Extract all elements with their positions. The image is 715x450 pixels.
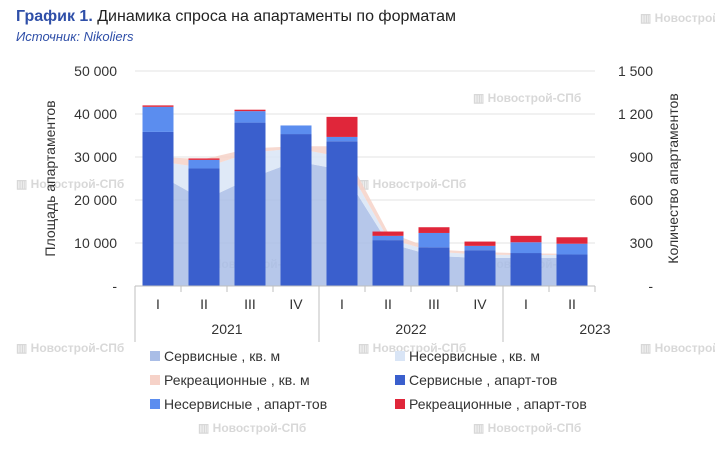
chart-title-prefix: График 1.: [16, 8, 93, 25]
legend-swatch: [395, 375, 405, 385]
bar-segment: [510, 253, 542, 286]
bar-segment: [372, 235, 404, 241]
y2-tick-label: 1 200: [618, 106, 653, 122]
bar-segment: [234, 122, 266, 286]
legend-label: Несервисные , кв. м: [409, 348, 540, 364]
watermark-text: ▥ Новострой-СПб: [640, 11, 715, 25]
bar-segment: [326, 136, 358, 142]
bar-segment: [188, 159, 220, 169]
watermark-text: ▥ Новострой-СПб: [473, 91, 581, 105]
bar-segment: [234, 109, 266, 112]
legend-label: Рекреационные , кв. м: [164, 372, 310, 388]
bar-segment: [142, 105, 174, 107]
y-tick-label: 30 000: [74, 149, 117, 165]
bar-segment: [510, 242, 542, 254]
legend-swatch: [150, 375, 160, 385]
x-tick-label: III: [244, 296, 256, 312]
chart-source: Источник: Nikoliers: [16, 29, 134, 44]
bar-segment: [372, 240, 404, 286]
watermark-text: ▥ Новострой-СПб: [358, 177, 466, 191]
bar-segment: [326, 141, 358, 286]
x-tick-label: I: [524, 296, 528, 312]
y-tick-label: 10 000: [74, 235, 117, 251]
y-tick-label: 20 000: [74, 192, 117, 208]
x-tick-label: II: [384, 296, 392, 312]
legend-swatch: [150, 351, 160, 361]
bar-segment: [142, 106, 174, 132]
watermark-text: ▥ Новострой-СПб: [473, 421, 581, 435]
bar-segment: [464, 241, 496, 246]
y-tick-label: 50 000: [74, 63, 117, 79]
legend-swatch: [395, 399, 405, 409]
bar-segment: [142, 131, 174, 286]
bar-segment: [372, 231, 404, 236]
bar-segment: [234, 111, 266, 123]
bar-segment: [326, 116, 358, 137]
y2-tick-label: 900: [630, 149, 654, 165]
year-label: 2021: [211, 321, 242, 337]
bar-segment: [556, 237, 588, 244]
x-tick-label: I: [340, 296, 344, 312]
x-tick-label: IV: [289, 296, 303, 312]
legend-swatch: [395, 351, 405, 361]
bar-segment: [510, 235, 542, 243]
legend-label: Сервисные , апарт-тов: [409, 372, 557, 388]
bar-segment: [418, 232, 450, 248]
legend-label: Сервисные , кв. м: [164, 348, 280, 364]
bar-segment: [188, 158, 220, 160]
y2-tick-label: 600: [630, 192, 654, 208]
x-tick-label: II: [568, 296, 576, 312]
y-tick-label: -: [112, 278, 117, 294]
bar-segment: [464, 250, 496, 286]
bar-segment: [556, 243, 588, 255]
y2-tick-label: 1 500: [618, 63, 653, 79]
watermark-text: ▥ Новострой-СПб: [16, 177, 124, 191]
year-label: 2023: [579, 321, 610, 337]
legend-label: Рекреационные , апарт-тов: [409, 396, 587, 412]
bar-segment: [418, 247, 450, 286]
watermark-text: ▥ Новострой-СПб: [640, 341, 715, 355]
x-tick-label: I: [156, 296, 160, 312]
bar-segment: [464, 245, 496, 251]
year-label: 2022: [395, 321, 426, 337]
y2-axis-title: Количество апартаментов: [665, 93, 681, 263]
bar-segment: [188, 168, 220, 286]
legend-label: Несервисные , апарт-тов: [164, 396, 327, 412]
y2-tick-label: 300: [630, 235, 654, 251]
watermark-text: ▥ Новострой-СПб: [358, 341, 466, 355]
x-tick-label: II: [200, 296, 208, 312]
chart-title: График 1. Динамика спроса на апартаменты…: [16, 8, 456, 26]
legend-swatch: [150, 399, 160, 409]
y2-tick-label: -: [648, 278, 653, 294]
watermark-text: ▥ Новострой-СПб: [16, 341, 124, 355]
bar-segment: [280, 134, 312, 286]
bar-segment: [556, 254, 588, 286]
x-tick-label: III: [428, 296, 440, 312]
bar-segment: [280, 125, 312, 135]
bar-segment: [418, 227, 450, 233]
y-axis-title: Площадь апартаментов: [42, 100, 58, 256]
watermark-text: ▥ Новострой-СПб: [198, 421, 306, 435]
x-tick-label: IV: [473, 296, 487, 312]
area-series-2: [158, 148, 572, 259]
y-tick-label: 40 000: [74, 106, 117, 122]
chart-title-text: Динамика спроса на апартаменты по формат…: [97, 8, 456, 25]
